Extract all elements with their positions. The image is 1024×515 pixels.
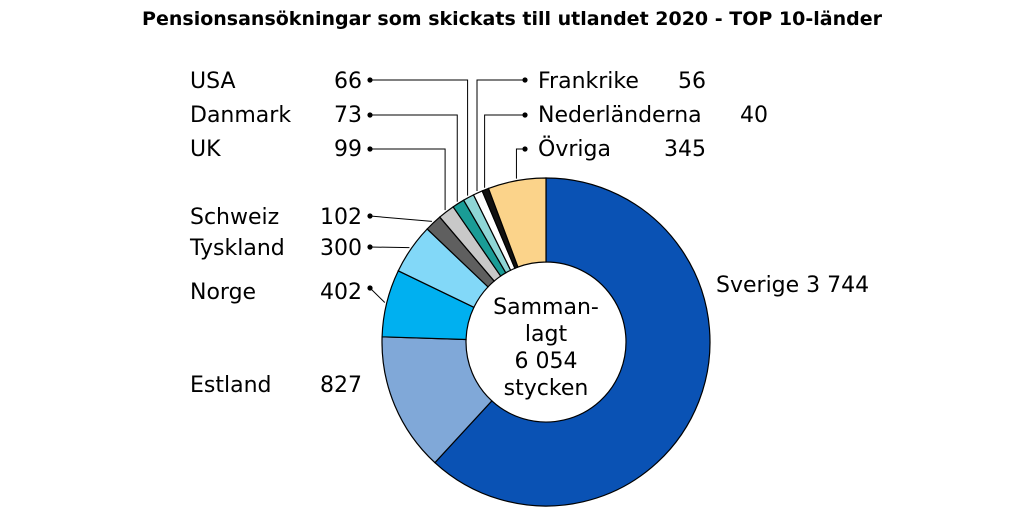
leader-line-schweiz [369, 215, 432, 222]
label-usa-name: USA [190, 69, 236, 94]
label-uk-name: UK [190, 137, 221, 162]
leader-dot-norge [367, 285, 373, 291]
leader-line-nederlanderna [484, 114, 525, 188]
label-danmark-value: 73 [334, 103, 362, 128]
leader-line-ovriga [515, 148, 525, 179]
leader-dot-danmark [367, 112, 373, 118]
slice-ovriga [487, 177, 547, 268]
label-ovriga-name: Övriga [538, 136, 611, 162]
chart-title: Pensionsansökningar som skickats till ut… [142, 8, 882, 30]
leader-dot-ovriga [522, 146, 528, 152]
leader-dot-nederlanderna [522, 112, 528, 118]
leader-dot-tyskland [367, 244, 373, 250]
label-norge-name: Norge [190, 280, 256, 305]
label-danmark-name: Danmark [190, 103, 291, 128]
label-nederlanderna-value: 40 [740, 103, 768, 128]
label-uk-value: 99 [334, 137, 362, 162]
label-nederlanderna-name: Nederländerna [538, 103, 702, 128]
leader-line-usa [370, 79, 469, 196]
center-label-line: stycken [504, 376, 589, 401]
leader-dot-frankrike [522, 77, 528, 83]
label-tyskland-value: 300 [320, 236, 362, 261]
donut-slices [381, 177, 711, 507]
leader-dot-schweiz [367, 213, 373, 219]
center-label-line: lagt [525, 322, 568, 347]
center-label-line: 6 054 [515, 349, 578, 374]
leader-line-tyskland [369, 246, 410, 249]
label-usa-value: 66 [334, 69, 362, 94]
center-label-line: Samman- [493, 295, 599, 320]
slice-labels: Sverige 3 744 Estland 827 Norge 402 Tyskland 3… [189, 69, 869, 398]
label-tyskland-name: Tyskland [189, 236, 285, 261]
leader-line-danmark [370, 114, 458, 202]
leader-line-uk [370, 148, 446, 211]
label-frankrike-name: Frankrike [538, 69, 639, 94]
slice-sverige [434, 177, 711, 507]
label-schweiz-name: Schweiz [190, 205, 279, 230]
label-estland-name: Estland [190, 373, 272, 398]
label-estland-value: 827 [320, 373, 362, 398]
label-ovriga-value: 345 [664, 137, 706, 162]
leader-line-frankrike [476, 79, 525, 192]
leader-line-norge [369, 287, 386, 303]
label-leader-lines [367, 77, 528, 303]
label-frankrike-value: 56 [678, 69, 706, 94]
label-schweiz-value: 102 [320, 205, 362, 230]
label-sverige: Sverige 3 744 [716, 273, 869, 298]
label-norge-value: 402 [320, 280, 362, 305]
leader-dot-uk [367, 146, 373, 152]
leader-dot-usa [367, 77, 373, 83]
